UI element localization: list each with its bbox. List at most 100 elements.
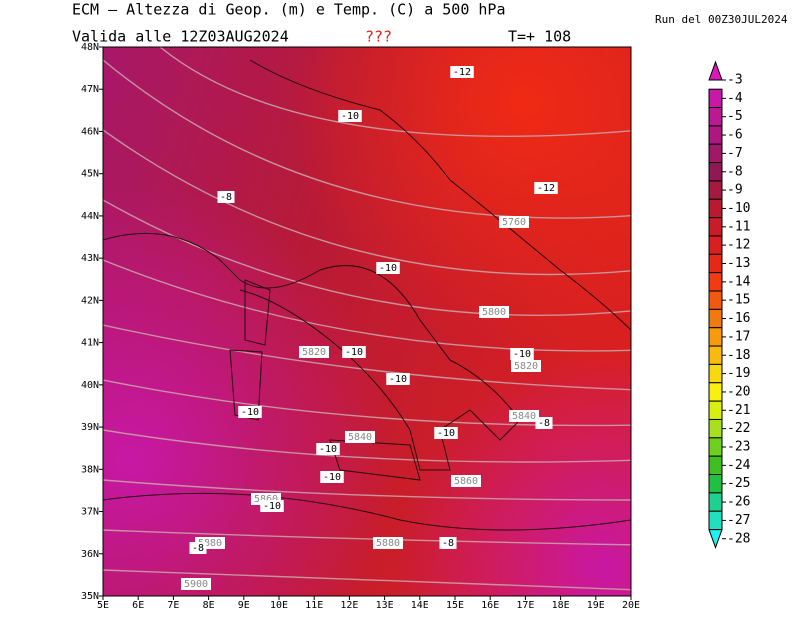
- contour-label: -10: [389, 374, 407, 385]
- contour-label-box: [386, 373, 410, 385]
- contour-label: -12: [453, 67, 471, 78]
- lon-label: 10E: [270, 600, 288, 611]
- colorbar-label: -18: [727, 348, 750, 363]
- colorbar-label: -28: [727, 531, 750, 546]
- forecast-step: T=+ 108: [508, 28, 571, 46]
- colorbar-label: -22: [727, 421, 750, 436]
- colorbar-label: -10: [727, 201, 750, 216]
- contour-label: -8: [192, 543, 204, 554]
- contour-label-box: [511, 360, 541, 372]
- contour-label: 5840: [512, 411, 536, 422]
- contour-label: -8: [220, 192, 232, 203]
- lon-label: 7E: [167, 600, 179, 611]
- contour-label: 5820: [302, 347, 326, 358]
- lat-label: 36N: [81, 549, 99, 560]
- lon-label: 13E: [376, 600, 394, 611]
- lat-label: 40N: [81, 380, 99, 391]
- lat-label: 46N: [81, 126, 99, 137]
- colorbar-cell: [708, 418, 723, 439]
- contour-label-box: [345, 431, 375, 443]
- lon-label: 17E: [516, 600, 534, 611]
- colorbar-label: -19: [727, 366, 750, 381]
- contour-label: -10: [319, 444, 337, 455]
- colorbar-cell: [708, 510, 723, 531]
- contour-label-box: [509, 410, 539, 422]
- contour-label: -8: [442, 538, 454, 549]
- colorbar: -3 -4 -5 -6 -7 -8 -9 -10 -11 -12 -13 -14 -15 -16 -17 -1…: [708, 60, 751, 550]
- contour-label-box: [260, 500, 284, 512]
- lat-label: 35N: [81, 591, 99, 602]
- contour-label-box: [479, 306, 509, 318]
- colorbar-label: -12: [727, 238, 750, 253]
- contour-label: 5880: [376, 538, 400, 549]
- map-field: [103, 47, 631, 596]
- contour-label-box: [238, 406, 262, 418]
- colorbar-cap: [708, 529, 723, 550]
- lon-label: 19E: [587, 600, 605, 611]
- contour-label-box: [451, 475, 481, 487]
- colorbar-cell: [708, 474, 723, 494]
- colorbar-cell: [708, 327, 723, 347]
- colorbar-cell: [708, 400, 723, 420]
- colorbar-label: -9: [727, 183, 743, 198]
- colorbar-cell: [708, 217, 723, 237]
- valid-time: Valida alle 12Z03AUG2024: [72, 28, 289, 46]
- lat-label: 37N: [81, 507, 99, 518]
- lat-label: 43N: [81, 253, 99, 264]
- contour-label-box: [217, 191, 235, 203]
- colorbar-label: -26: [727, 495, 750, 510]
- lon-label: 8E: [203, 600, 215, 611]
- contour-label-box: [181, 578, 211, 590]
- lat-label: 44N: [81, 211, 99, 222]
- lat-label: 47N: [81, 84, 99, 95]
- lon-label: 18E: [552, 600, 570, 611]
- contour-label-box: [316, 443, 340, 455]
- colorbar-label: -11: [727, 219, 750, 234]
- colorbar-label: -5: [727, 109, 743, 124]
- contour-label: 5880: [198, 538, 222, 549]
- contour-label-box: [434, 427, 458, 439]
- colorbar-cell: [708, 253, 723, 274]
- contour-label: -10: [323, 472, 341, 483]
- colorbar-cell: [708, 125, 723, 145]
- contour-label-box: [535, 417, 553, 429]
- colorbar-cell: [708, 455, 723, 476]
- contour-label: 5840: [348, 432, 372, 443]
- colorbar-label: -14: [727, 274, 751, 289]
- contour-label: 5800: [482, 307, 506, 318]
- contour-label-box: [338, 110, 362, 122]
- contour-label-box: [299, 346, 329, 358]
- colorbar-cell: [708, 88, 723, 109]
- contour-label-box: [510, 348, 534, 360]
- colorbar-cell: [708, 492, 723, 512]
- run-info: Run del 00Z30JUL2024: [655, 13, 788, 26]
- contour-label: -12: [537, 183, 555, 194]
- lon-label: 20E: [622, 600, 640, 611]
- colorbar-cell: [708, 143, 723, 164]
- contour-label-box: [439, 537, 457, 549]
- contour-label: -8: [538, 418, 550, 429]
- contour-label-box: [189, 542, 207, 554]
- flag: ???: [365, 28, 392, 46]
- contour-label: 5860: [454, 476, 478, 487]
- colorbar-cell: [708, 235, 723, 255]
- lat-label: 48N: [81, 42, 99, 53]
- lat-label: 45N: [81, 169, 99, 180]
- colorbar-cell: [708, 162, 723, 182]
- lon-label: 5E: [97, 600, 109, 611]
- colorbar-label: -16: [727, 311, 750, 326]
- colorbar-label: -6: [727, 128, 743, 143]
- contour-label: 5820: [514, 361, 538, 372]
- colorbar-cap: [708, 60, 723, 81]
- contour-label: 5760: [502, 217, 526, 228]
- contour-label: -10: [345, 347, 363, 358]
- contour-label: -10: [379, 263, 397, 274]
- lon-label: 14E: [411, 600, 429, 611]
- colorbar-cell: [708, 308, 723, 329]
- colorbar-label: -17: [727, 329, 750, 344]
- colorbar-cell: [708, 272, 723, 292]
- colorbar-cell: [708, 382, 723, 402]
- contour-label-box: [342, 346, 366, 358]
- colorbar-cell: [708, 290, 723, 310]
